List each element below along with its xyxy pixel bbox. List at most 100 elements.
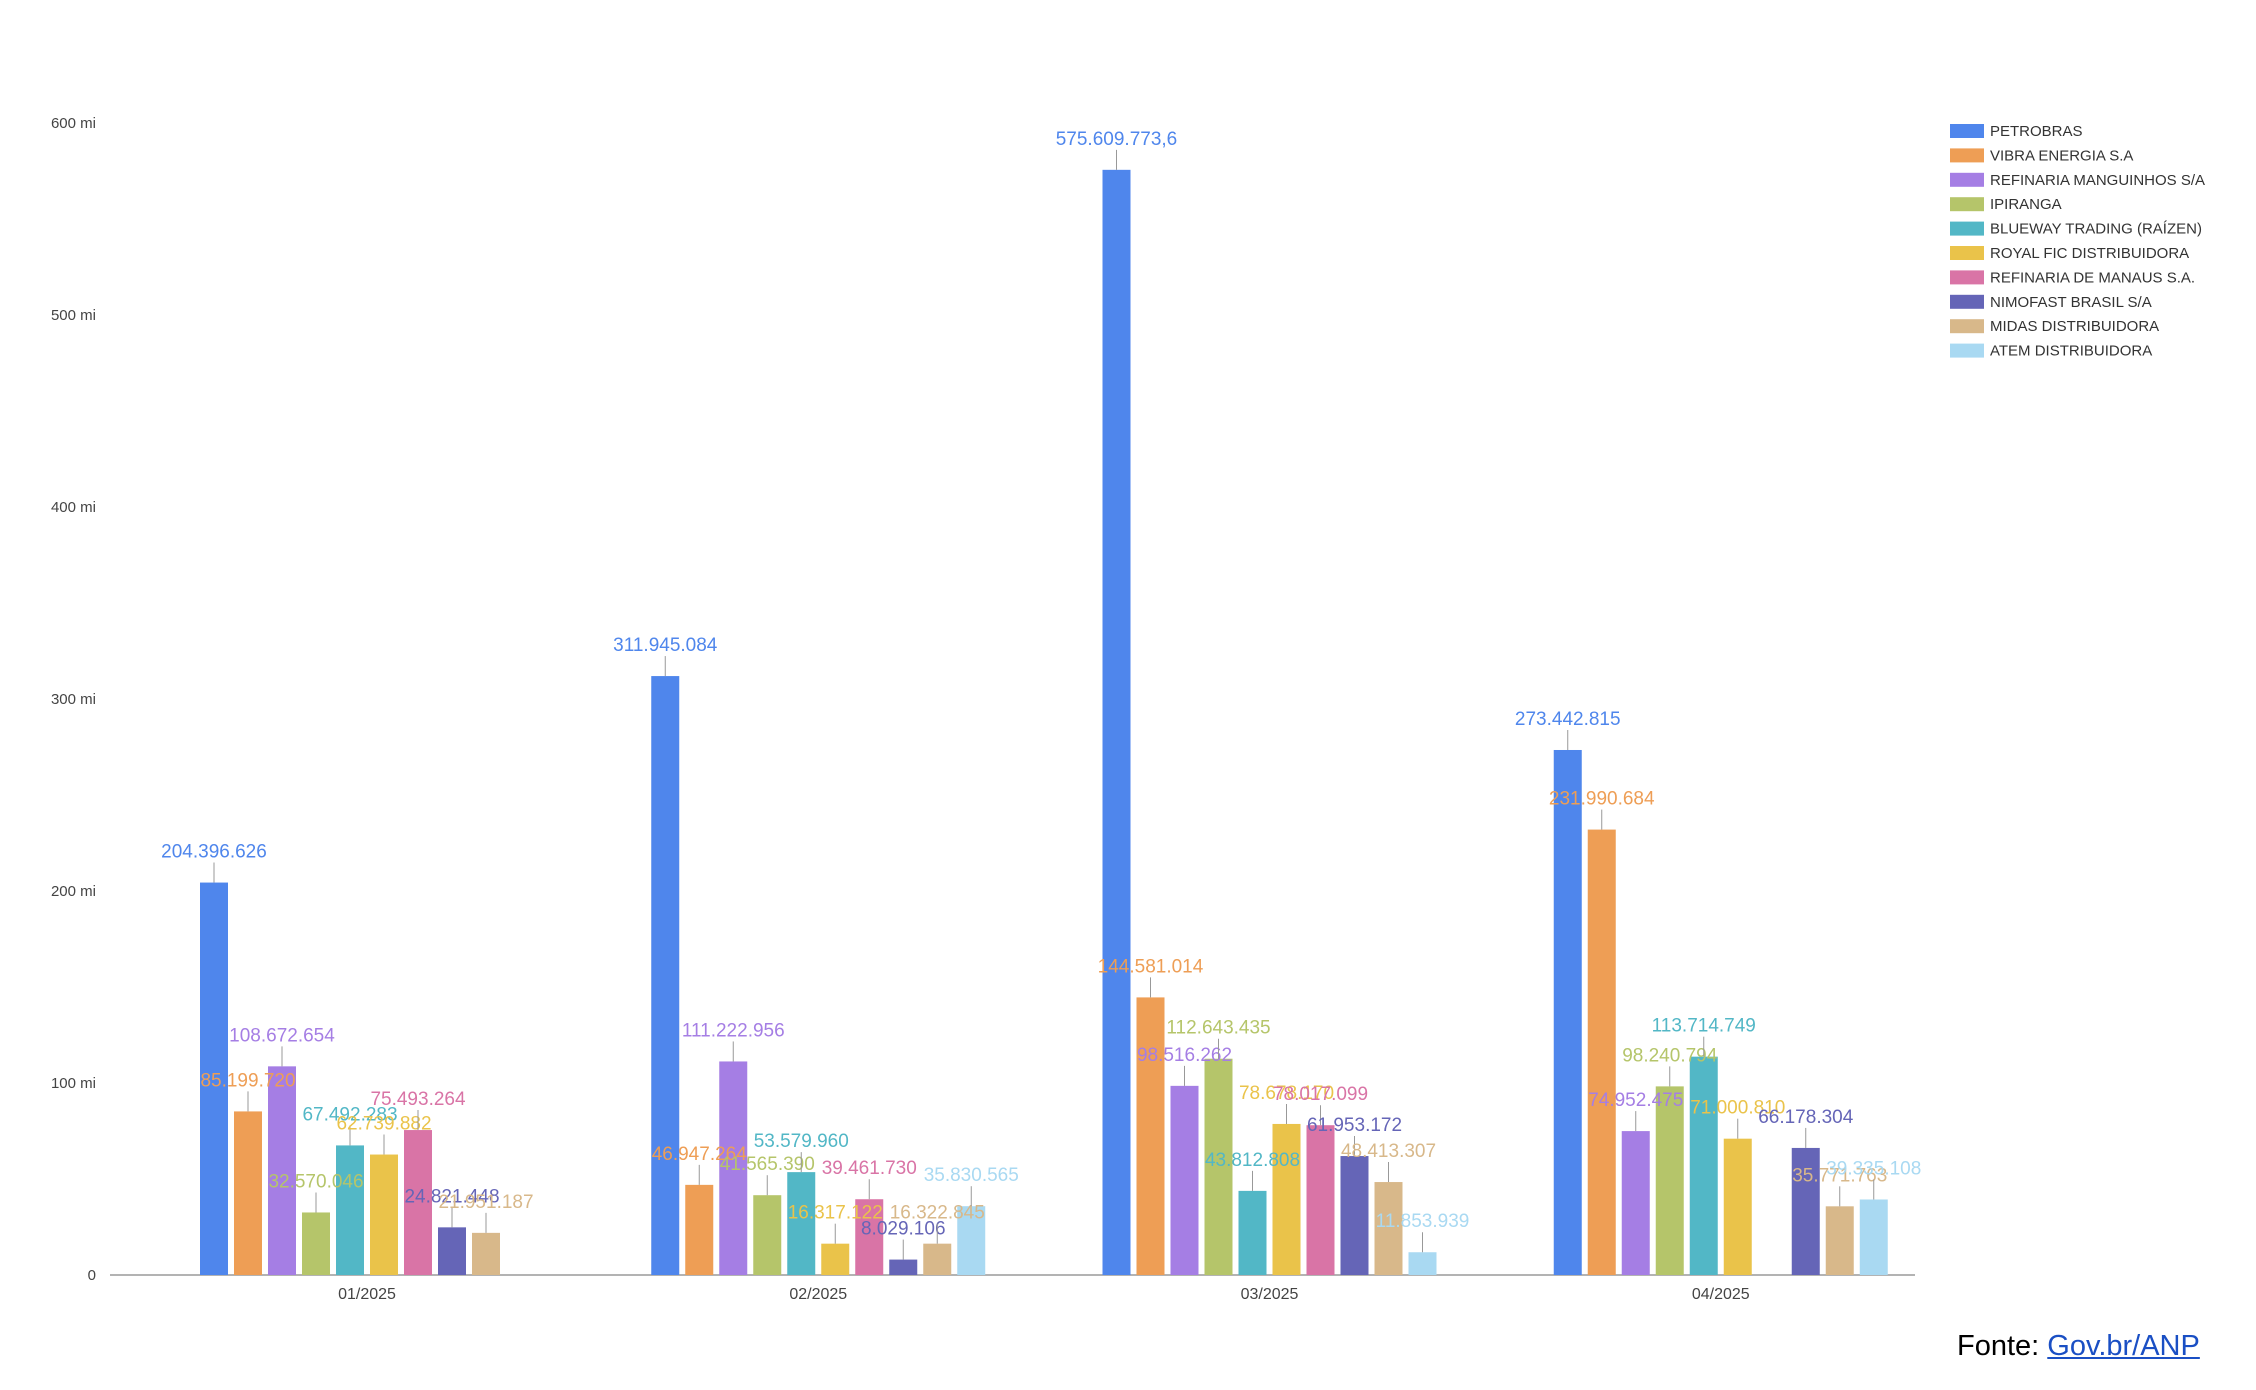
- data-label: 53.579.960: [754, 1131, 849, 1152]
- bar: [1204, 1058, 1233, 1275]
- bar: [1553, 749, 1582, 1275]
- data-label: 21.951.187: [438, 1192, 533, 1213]
- x-tick-label: 02/2025: [789, 1286, 847, 1303]
- data-label: 35.771.763: [1792, 1165, 1887, 1186]
- data-label: 39.461.730: [822, 1158, 917, 1179]
- bar: [370, 1154, 398, 1275]
- bar: [787, 1172, 816, 1275]
- y-tick-label: 600 mi: [51, 115, 96, 132]
- bar: [1859, 1199, 1888, 1275]
- legend-label: MIDAS DISTRIBUIDORA: [1990, 318, 2159, 335]
- legend-swatch: [1950, 124, 1984, 138]
- data-labels: 204.396.626 85.199.720 108.672.654 32.570.0…: [161, 129, 1921, 1260]
- data-label: 204.396.626: [161, 842, 267, 863]
- legend-swatch: [1950, 270, 1984, 285]
- bar: [404, 1130, 432, 1275]
- legend-label: ROYAL FIC DISTRIBUIDORA: [1990, 245, 2189, 262]
- bar: [1136, 997, 1165, 1275]
- legend-label: NIMOFAST BRASIL S/A: [1990, 294, 2152, 311]
- bar: [1374, 1182, 1403, 1275]
- data-label: 112.643.435: [1166, 1018, 1270, 1039]
- bar: [821, 1243, 850, 1275]
- data-label: 273.442.815: [1515, 709, 1621, 730]
- legend-swatch: [1950, 197, 1984, 212]
- bar: [1723, 1138, 1752, 1275]
- data-label: 98.516.262: [1137, 1045, 1232, 1066]
- bar: [438, 1227, 466, 1275]
- data-label: 98.240.794: [1622, 1045, 1718, 1066]
- bar: [1655, 1086, 1684, 1275]
- legend-swatch: [1950, 294, 1984, 309]
- data-label: 85.199.720: [200, 1070, 295, 1091]
- data-label: 111.222.956: [682, 1020, 785, 1041]
- legend-swatch: [1950, 172, 1984, 187]
- legend-swatch: [1950, 148, 1984, 163]
- data-label: 8.029.106: [861, 1219, 946, 1240]
- y-tick-label: 0: [88, 1267, 96, 1284]
- data-label: 46.947.264: [652, 1144, 748, 1165]
- data-label: 66.178.304: [1758, 1107, 1854, 1128]
- data-label: 231.990.684: [1549, 789, 1655, 810]
- bar: [472, 1232, 500, 1275]
- data-label: 62.739.882: [336, 1114, 431, 1135]
- bar: [1102, 169, 1131, 1276]
- data-label: 74.952.475: [1588, 1090, 1683, 1111]
- source-link[interactable]: Gov.br/ANP: [2047, 1330, 2200, 1362]
- bar: [719, 1061, 748, 1275]
- legend-label: PETROBRAS: [1990, 123, 2083, 140]
- data-label: 108.672.654: [229, 1025, 335, 1046]
- legend-swatch: [1950, 246, 1984, 260]
- data-label: 71.000.810: [1690, 1098, 1785, 1119]
- bar: [1621, 1131, 1650, 1275]
- data-label: 144.581.014: [1098, 956, 1204, 977]
- data-label: 61.953.172: [1307, 1115, 1402, 1136]
- source-note: Fonte: Gov.br/ANP: [1957, 1330, 2200, 1363]
- bar: [855, 1199, 884, 1275]
- bar: [268, 1066, 296, 1275]
- data-label: 78.017.099: [1273, 1084, 1368, 1105]
- bar: [1791, 1147, 1820, 1275]
- data-label: 67.492.283: [302, 1104, 397, 1125]
- bars: [200, 169, 1888, 1276]
- source-prefix: Fonte:: [1957, 1330, 2048, 1362]
- data-label: 311.945.084: [613, 635, 718, 656]
- bar: [1689, 1056, 1718, 1275]
- legend-label: BLUEWAY TRADING (RAÍZEN): [1990, 221, 2202, 238]
- bar: [1825, 1206, 1854, 1275]
- legend-label: ATEM DISTRIBUIDORA: [1990, 343, 2152, 360]
- legend-label: VIBRA ENERGIA S.A: [1990, 147, 2133, 164]
- data-label: 78.678.170: [1239, 1083, 1334, 1104]
- bar: [753, 1195, 782, 1275]
- bar: [923, 1243, 952, 1275]
- data-label: 35.830.565: [924, 1165, 1019, 1186]
- data-label: 575.609.773,6: [1056, 129, 1178, 150]
- x-tick-label: 04/2025: [1692, 1286, 1750, 1303]
- bar: [200, 882, 228, 1275]
- data-label: 43.812.808: [1205, 1150, 1300, 1171]
- data-label: 48.413.307: [1341, 1141, 1436, 1162]
- bar: [1306, 1125, 1335, 1275]
- bar: [1340, 1156, 1369, 1275]
- legend-label: REFINARIA MANGUINHOS S/A: [1990, 172, 2205, 189]
- data-label: 75.493.264: [370, 1089, 466, 1110]
- x-tick-label: 03/2025: [1241, 1286, 1299, 1303]
- data-label: 41.565.390: [720, 1154, 815, 1175]
- data-label: 39.335.108: [1826, 1158, 1921, 1179]
- data-label: 11.853.939: [1376, 1211, 1470, 1232]
- legend-swatch: [1950, 319, 1984, 334]
- data-label: 113.714.749: [1652, 1016, 1756, 1037]
- legend-label: REFINARIA DE MANAUS S.A.: [1990, 269, 2195, 286]
- bar: [234, 1111, 262, 1275]
- y-tick-label: 200 mi: [51, 883, 96, 900]
- y-tick-label: 500 mi: [51, 307, 96, 324]
- bar: [302, 1212, 330, 1275]
- y-tick-label: 400 mi: [51, 499, 96, 516]
- y-tick-label: 100 mi: [51, 1075, 96, 1092]
- data-label: 16.317.122: [788, 1203, 883, 1224]
- bar: [1587, 829, 1616, 1275]
- bar: [651, 676, 680, 1275]
- legend-label: IPIRANGA: [1990, 196, 2062, 213]
- legend-swatch: [1950, 221, 1984, 236]
- bar: [1238, 1190, 1267, 1275]
